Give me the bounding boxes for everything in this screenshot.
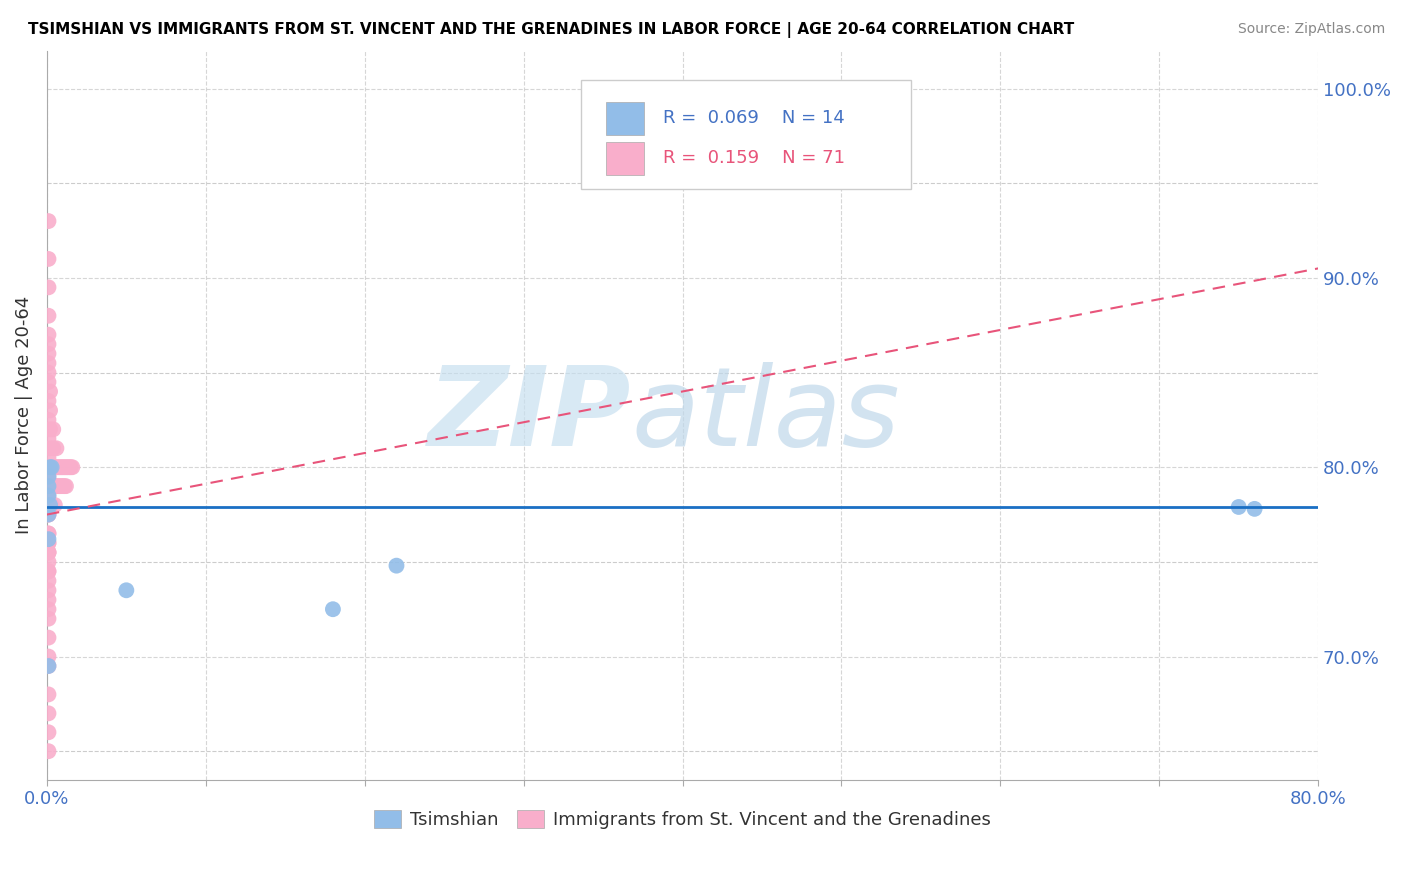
- Point: [37, 489, 59, 503]
- Point: [56, 460, 79, 475]
- Point: [37, 393, 59, 408]
- Point: [44, 498, 66, 512]
- Legend: Tsimshian, Immigrants from St. Vincent and the Grenadines: Tsimshian, Immigrants from St. Vincent a…: [367, 803, 998, 836]
- Point: [46, 460, 69, 475]
- Text: atlas: atlas: [631, 361, 900, 468]
- Point: [42, 422, 65, 436]
- Point: [37, 744, 59, 758]
- Point: [48, 460, 70, 475]
- Point: [55, 479, 77, 493]
- Point: [37, 432, 59, 446]
- Point: [37, 659, 59, 673]
- Point: [37, 337, 59, 351]
- Point: [37, 574, 59, 588]
- Point: [37, 526, 59, 541]
- Point: [1227, 500, 1250, 514]
- Point: [46, 479, 69, 493]
- Point: [58, 460, 80, 475]
- Point: [37, 508, 59, 522]
- Text: R =  0.069    N = 14: R = 0.069 N = 14: [664, 109, 845, 127]
- Point: [37, 649, 59, 664]
- Point: [60, 460, 83, 475]
- Point: [37, 469, 59, 483]
- Point: [37, 612, 59, 626]
- Point: [37, 469, 59, 483]
- FancyBboxPatch shape: [581, 80, 911, 189]
- Point: [37, 327, 59, 342]
- Bar: [606, 142, 644, 175]
- Point: [39, 403, 62, 417]
- Point: [37, 526, 59, 541]
- Point: [37, 508, 59, 522]
- Point: [37, 565, 59, 579]
- Point: [37, 631, 59, 645]
- Point: [39, 460, 62, 475]
- Point: [37, 532, 59, 546]
- Point: [37, 375, 59, 389]
- Point: [44, 479, 66, 493]
- Text: ZIP: ZIP: [429, 361, 631, 468]
- Point: [385, 558, 408, 573]
- Point: [37, 602, 59, 616]
- Point: [37, 479, 59, 493]
- Point: [41, 498, 63, 512]
- Point: [37, 687, 59, 701]
- Point: [37, 659, 59, 673]
- Point: [52, 479, 75, 493]
- Point: [37, 555, 59, 569]
- Point: [42, 442, 65, 456]
- Point: [322, 602, 344, 616]
- Point: [39, 498, 62, 512]
- Point: [37, 592, 59, 607]
- Point: [41, 460, 63, 475]
- Point: [37, 565, 59, 579]
- Point: [44, 460, 66, 475]
- Point: [37, 346, 59, 360]
- Point: [115, 583, 138, 598]
- Point: [53, 479, 76, 493]
- Point: [53, 460, 76, 475]
- Bar: [606, 102, 644, 135]
- Point: [37, 545, 59, 559]
- Point: [39, 422, 62, 436]
- Point: [37, 725, 59, 739]
- Point: [39, 442, 62, 456]
- Point: [1243, 501, 1265, 516]
- Point: [37, 545, 59, 559]
- Point: [37, 706, 59, 721]
- Point: [37, 450, 59, 465]
- Point: [37, 489, 59, 503]
- Point: [37, 366, 59, 380]
- Point: [37, 214, 59, 228]
- Y-axis label: In Labor Force | Age 20-64: In Labor Force | Age 20-64: [15, 296, 32, 534]
- Text: TSIMSHIAN VS IMMIGRANTS FROM ST. VINCENT AND THE GRENADINES IN LABOR FORCE | AGE: TSIMSHIAN VS IMMIGRANTS FROM ST. VINCENT…: [28, 22, 1074, 38]
- Text: R =  0.159    N = 71: R = 0.159 N = 71: [664, 149, 845, 167]
- Point: [37, 309, 59, 323]
- Point: [37, 356, 59, 370]
- Point: [37, 583, 59, 598]
- Point: [39, 384, 62, 399]
- Point: [37, 280, 59, 294]
- Point: [48, 479, 70, 493]
- Point: [55, 460, 77, 475]
- Point: [59, 460, 82, 475]
- Point: [45, 479, 67, 493]
- Point: [37, 252, 59, 266]
- Text: Source: ZipAtlas.com: Source: ZipAtlas.com: [1237, 22, 1385, 37]
- Point: [37, 413, 59, 427]
- Point: [37, 508, 59, 522]
- Point: [37, 536, 59, 550]
- Point: [37, 536, 59, 550]
- Point: [45, 442, 67, 456]
- Point: [51, 460, 73, 475]
- Point: [51, 479, 73, 493]
- Point: [41, 460, 63, 475]
- Point: [52, 460, 75, 475]
- Point: [41, 479, 63, 493]
- Point: [45, 460, 67, 475]
- Point: [37, 545, 59, 559]
